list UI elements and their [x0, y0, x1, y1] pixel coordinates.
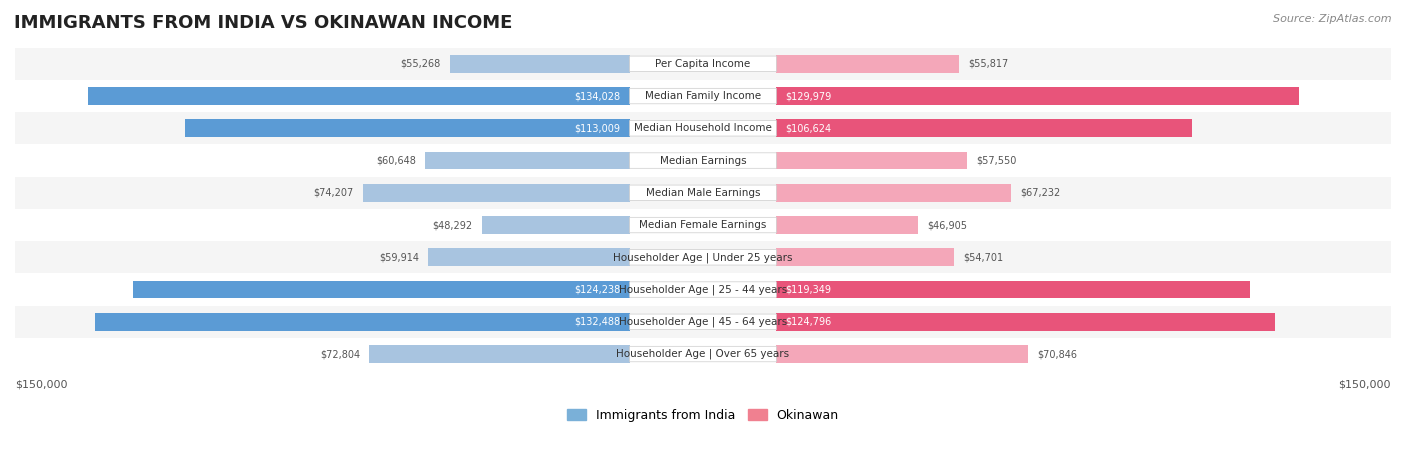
Text: $54,701: $54,701 — [963, 252, 1004, 262]
Text: $129,979: $129,979 — [786, 91, 832, 101]
Text: Householder Age | 45 - 64 years: Householder Age | 45 - 64 years — [619, 317, 787, 327]
Text: $119,349: $119,349 — [786, 284, 831, 295]
FancyBboxPatch shape — [368, 345, 630, 363]
Text: Source: ZipAtlas.com: Source: ZipAtlas.com — [1274, 14, 1392, 24]
FancyBboxPatch shape — [15, 80, 1391, 112]
Text: $70,846: $70,846 — [1038, 349, 1077, 359]
Text: $57,550: $57,550 — [976, 156, 1017, 166]
Text: $60,648: $60,648 — [375, 156, 416, 166]
FancyBboxPatch shape — [15, 209, 1391, 241]
FancyBboxPatch shape — [15, 338, 1391, 370]
Text: Median Household Income: Median Household Income — [634, 123, 772, 133]
FancyBboxPatch shape — [15, 177, 1391, 209]
FancyBboxPatch shape — [776, 120, 1192, 137]
FancyBboxPatch shape — [450, 55, 630, 73]
Text: Median Female Earnings: Median Female Earnings — [640, 220, 766, 230]
Text: Median Male Earnings: Median Male Earnings — [645, 188, 761, 198]
Text: $134,028: $134,028 — [574, 91, 620, 101]
FancyBboxPatch shape — [15, 274, 1391, 306]
FancyBboxPatch shape — [363, 184, 630, 202]
Text: $132,488: $132,488 — [574, 317, 620, 327]
FancyBboxPatch shape — [630, 347, 776, 362]
FancyBboxPatch shape — [630, 153, 776, 168]
FancyBboxPatch shape — [15, 144, 1391, 177]
Text: $48,292: $48,292 — [432, 220, 472, 230]
Legend: Immigrants from India, Okinawan: Immigrants from India, Okinawan — [567, 409, 839, 422]
FancyBboxPatch shape — [425, 152, 630, 170]
FancyBboxPatch shape — [630, 314, 776, 330]
Text: IMMIGRANTS FROM INDIA VS OKINAWAN INCOME: IMMIGRANTS FROM INDIA VS OKINAWAN INCOME — [14, 14, 512, 32]
FancyBboxPatch shape — [630, 282, 776, 297]
FancyBboxPatch shape — [184, 120, 630, 137]
Text: Householder Age | Over 65 years: Householder Age | Over 65 years — [616, 349, 790, 359]
FancyBboxPatch shape — [776, 216, 918, 234]
Text: $150,000: $150,000 — [1339, 380, 1391, 390]
FancyBboxPatch shape — [776, 87, 1299, 105]
FancyBboxPatch shape — [630, 88, 776, 104]
FancyBboxPatch shape — [630, 217, 776, 233]
Text: $55,817: $55,817 — [969, 59, 1008, 69]
FancyBboxPatch shape — [630, 120, 776, 136]
FancyBboxPatch shape — [134, 281, 630, 298]
FancyBboxPatch shape — [776, 55, 959, 73]
FancyBboxPatch shape — [776, 281, 1250, 298]
FancyBboxPatch shape — [630, 56, 776, 71]
Text: $150,000: $150,000 — [15, 380, 67, 390]
FancyBboxPatch shape — [96, 313, 630, 331]
FancyBboxPatch shape — [481, 216, 630, 234]
Text: $46,905: $46,905 — [928, 220, 967, 230]
Text: $72,804: $72,804 — [319, 349, 360, 359]
FancyBboxPatch shape — [429, 248, 630, 266]
Text: $124,238: $124,238 — [574, 284, 620, 295]
Text: $113,009: $113,009 — [575, 123, 620, 133]
Text: $124,796: $124,796 — [786, 317, 832, 327]
FancyBboxPatch shape — [15, 306, 1391, 338]
FancyBboxPatch shape — [776, 345, 1028, 363]
Text: $74,207: $74,207 — [314, 188, 353, 198]
Text: $55,268: $55,268 — [401, 59, 440, 69]
FancyBboxPatch shape — [776, 152, 967, 170]
FancyBboxPatch shape — [630, 185, 776, 200]
Text: $106,624: $106,624 — [786, 123, 832, 133]
FancyBboxPatch shape — [89, 87, 630, 105]
FancyBboxPatch shape — [630, 249, 776, 265]
Text: Median Earnings: Median Earnings — [659, 156, 747, 166]
Text: Householder Age | Under 25 years: Householder Age | Under 25 years — [613, 252, 793, 262]
FancyBboxPatch shape — [776, 184, 1011, 202]
FancyBboxPatch shape — [776, 248, 953, 266]
FancyBboxPatch shape — [15, 48, 1391, 80]
Text: $59,914: $59,914 — [380, 252, 419, 262]
FancyBboxPatch shape — [15, 112, 1391, 144]
Text: Householder Age | 25 - 44 years: Householder Age | 25 - 44 years — [619, 284, 787, 295]
FancyBboxPatch shape — [776, 313, 1275, 331]
Text: Median Family Income: Median Family Income — [645, 91, 761, 101]
FancyBboxPatch shape — [15, 241, 1391, 274]
Text: Per Capita Income: Per Capita Income — [655, 59, 751, 69]
Text: $67,232: $67,232 — [1021, 188, 1060, 198]
